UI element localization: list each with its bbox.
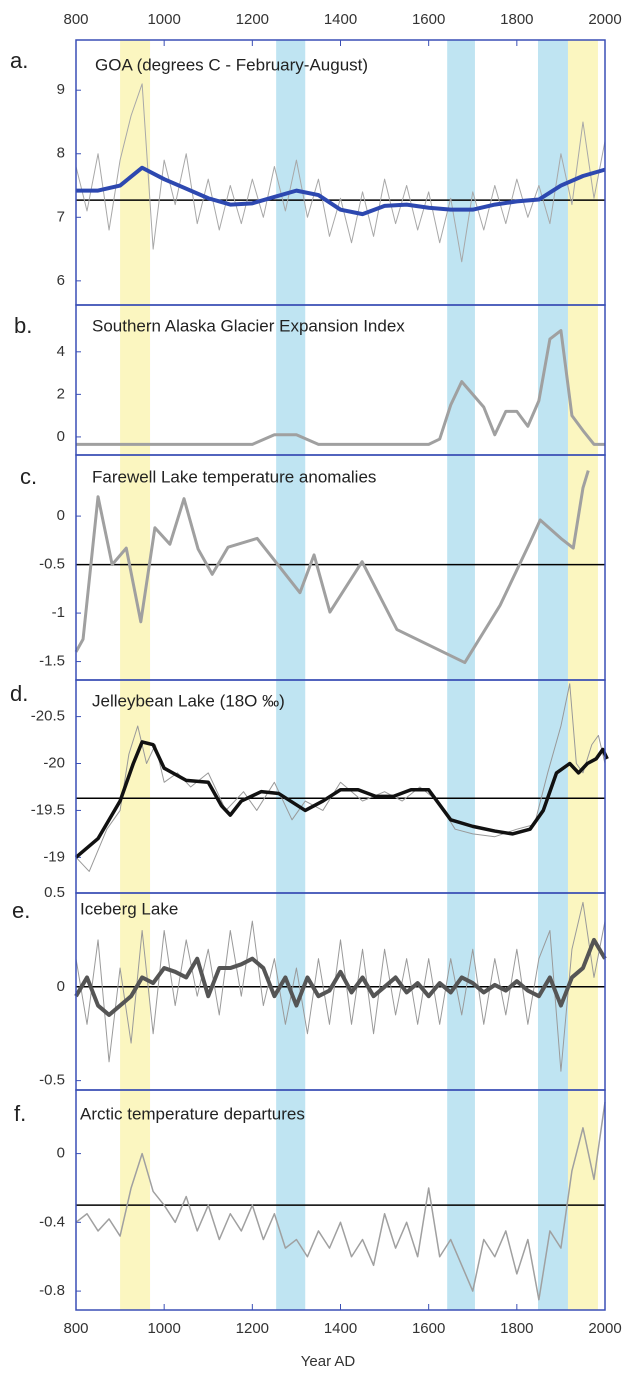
y-tick-label: 9 — [57, 81, 65, 98]
y-tick-label: -20.5 — [31, 708, 65, 725]
data-line — [75, 1101, 606, 1301]
y-tick-label: -0.8 — [39, 1282, 65, 1299]
panel-title: Southern Alaska Glacier Expansion Index — [92, 316, 405, 335]
y-tick-label: -19 — [43, 848, 65, 865]
y-tick-label: 0 — [57, 1145, 65, 1162]
x-tick-label: 1800 — [500, 1320, 533, 1337]
panel-title: Farewell Lake temperature anomalies — [92, 467, 376, 486]
y-tick-label: 0 — [57, 507, 65, 524]
panel-frame — [75, 454, 606, 681]
panel-frame — [75, 1089, 606, 1311]
x-tick-label: 1400 — [324, 11, 357, 28]
data-line — [75, 683, 606, 872]
y-tick-label: 0 — [57, 978, 65, 995]
x-tick-label: 1000 — [147, 11, 180, 28]
data-line — [74, 740, 609, 859]
x-tick-label: 1600 — [412, 11, 445, 28]
x-tick-label: 1200 — [236, 11, 269, 28]
data-line — [75, 83, 606, 263]
y-tick-label: -1 — [52, 604, 65, 621]
panel-letter: e. — [12, 898, 30, 923]
panel-title: Arctic temperature departures — [80, 1104, 305, 1123]
y-tick-label: -0.4 — [39, 1213, 65, 1230]
x-tick-label: 1800 — [500, 11, 533, 28]
panel-letter: b. — [14, 313, 32, 338]
shaded-period — [120, 40, 151, 1310]
x-axis-label: Year AD — [301, 1353, 356, 1370]
y-tick-label: -1.5 — [39, 653, 65, 670]
y-tick-label: 4 — [57, 343, 65, 360]
y-tick-label: -0.5 — [39, 1072, 65, 1089]
y-tick-label: -0.5 — [39, 556, 65, 573]
y-tick-label: 8 — [57, 145, 65, 162]
x-tick-label: 2000 — [588, 1320, 621, 1337]
shaded-period — [537, 40, 568, 1310]
data-line — [74, 470, 590, 665]
panel-title: Jelleybean Lake (18O ‰) — [92, 691, 285, 710]
data-line — [76, 165, 606, 217]
y-tick-label: -20 — [43, 754, 65, 771]
x-tick-label: 2000 — [588, 11, 621, 28]
y-tick-label: 7 — [57, 208, 65, 225]
y-tick-label: 0.5 — [44, 884, 65, 901]
x-tick-label: 1600 — [412, 1320, 445, 1337]
x-tick-label: 800 — [63, 11, 88, 28]
panel-letter: d. — [10, 681, 28, 706]
panel-frame — [75, 679, 606, 894]
y-tick-label: 2 — [57, 385, 65, 402]
data-line — [75, 901, 606, 1072]
x-tick-label: 800 — [63, 1320, 88, 1337]
shaded-period — [447, 40, 475, 1310]
x-tick-label: 1000 — [147, 1320, 180, 1337]
panel-letter: c. — [20, 464, 37, 489]
panel-title: Iceberg Lake — [80, 899, 178, 918]
x-tick-label: 1400 — [324, 1320, 357, 1337]
data-line — [76, 329, 605, 446]
panel-title: GOA (degrees C - February-August) — [95, 55, 368, 74]
panel-letter: f. — [14, 1101, 26, 1126]
data-line — [74, 937, 607, 1017]
x-tick-label: 1200 — [236, 1320, 269, 1337]
background — [120, 40, 598, 1310]
shaded-period — [276, 40, 306, 1310]
y-tick-label: -19.5 — [31, 801, 65, 818]
y-tick-label: 0 — [57, 428, 65, 445]
panel-letter: a. — [10, 48, 28, 73]
panel-frame — [75, 892, 606, 1091]
shaded-period — [567, 40, 598, 1310]
y-tick-label: 6 — [57, 272, 65, 289]
